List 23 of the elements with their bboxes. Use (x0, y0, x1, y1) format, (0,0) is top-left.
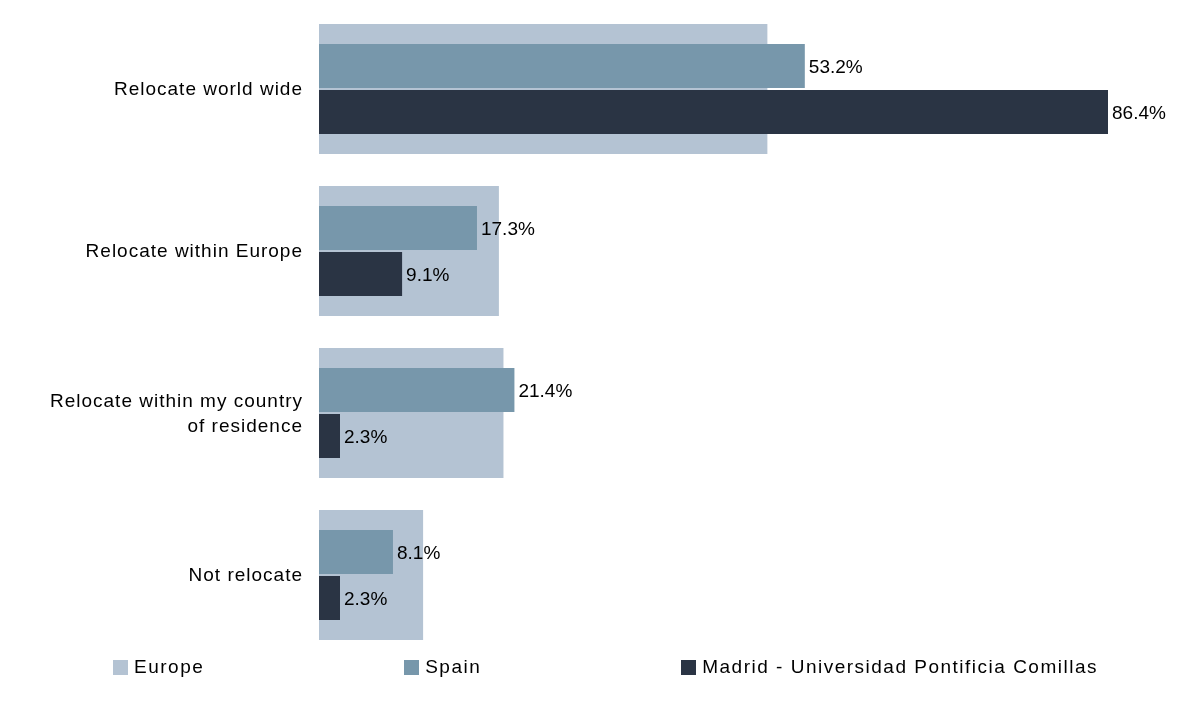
data-label: 2.3% (344, 588, 388, 609)
y-tick-label: Relocate within my country of residence (49, 389, 303, 436)
legend-label: Madrid - Universidad Pontificia Comillas (702, 656, 1098, 678)
data-label: 8.1% (396, 542, 441, 563)
data-label: 86.4% (1112, 102, 1166, 123)
y-tick-label: Relocate world wide (113, 78, 303, 99)
bar (319, 44, 805, 88)
data-label: 53.2% (808, 56, 863, 77)
y-tick-label: Not relocate (188, 564, 303, 585)
legend-label: Spain (425, 656, 482, 678)
data-label: 9.1% (406, 264, 450, 285)
bar (319, 252, 403, 296)
bar (319, 368, 515, 412)
data-label: 17.3% (480, 218, 535, 239)
bar (319, 90, 1108, 134)
data-label: 2.3% (344, 426, 388, 447)
bar (319, 576, 340, 620)
legend-label: Europe (134, 656, 205, 678)
y-tick-label: Relocate within Europe (85, 240, 303, 261)
data-label: 21.4% (518, 380, 573, 401)
bar (319, 530, 393, 574)
bar (319, 206, 477, 250)
bar (319, 414, 340, 458)
